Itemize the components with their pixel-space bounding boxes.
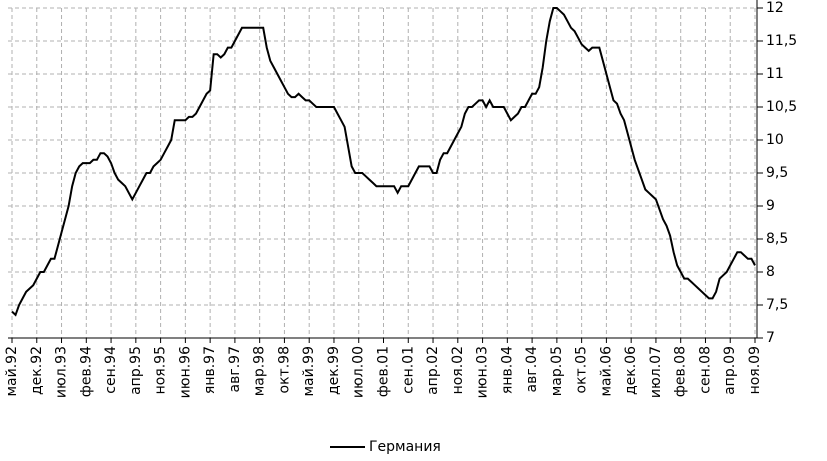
- x-tick-label: сен.08: [697, 346, 713, 394]
- x-tick-label: дек.92: [29, 346, 45, 395]
- x-tick-label: апр.95: [128, 346, 144, 395]
- x-tick-label: фев.94: [78, 346, 94, 397]
- y-tick-label: 10: [766, 132, 784, 148]
- y-tick-label: 8,5: [766, 231, 788, 247]
- legend-label: Германия: [369, 439, 441, 455]
- x-tick-label: сен.94: [103, 346, 119, 394]
- y-tick-label: 10,5: [766, 99, 797, 115]
- x-tick-label: окт.05: [574, 346, 590, 393]
- x-tick-label: дек.06: [623, 346, 639, 395]
- x-tick-label: май.92: [4, 346, 20, 397]
- x-tick-label: июн.96: [177, 346, 193, 398]
- x-tick-label: фев.08: [673, 346, 689, 397]
- x-tick-label: июл.93: [54, 346, 70, 398]
- y-tick-label: 8: [766, 264, 775, 280]
- x-tick-label: апр.02: [425, 346, 441, 395]
- x-tick-label: ноя.09: [747, 346, 763, 394]
- y-tick-label: 7,5: [766, 297, 788, 313]
- x-tick-label: мар.98: [252, 346, 268, 396]
- x-tick-label: сен.01: [400, 346, 416, 394]
- x-tick-label: янв.97: [202, 346, 218, 394]
- y-tick-label: 9: [766, 198, 775, 214]
- x-tick-label: мар.05: [549, 346, 565, 396]
- y-tick-label: 11: [766, 66, 784, 82]
- x-tick-label: июн.03: [475, 346, 491, 398]
- x-tick-label: авг.97: [227, 346, 243, 392]
- y-tick-label: 11,5: [766, 33, 797, 49]
- x-tick-label: ноя.02: [450, 346, 466, 394]
- line: [11, 7, 756, 317]
- x-tick-label: фев.01: [376, 346, 392, 397]
- x-tick-label: ноя.95: [153, 346, 169, 394]
- x-tick-label: апр.09: [722, 346, 738, 395]
- x-tick-label: дек.99: [326, 346, 342, 395]
- x-tick-label: май.99: [301, 346, 317, 397]
- x-tick-label: июл.07: [648, 346, 664, 398]
- x-tick-label: янв.04: [499, 346, 515, 394]
- y-tick-label: 9,5: [766, 165, 788, 181]
- y-tick-label: 12: [766, 0, 784, 16]
- x-tick-label: окт.98: [276, 346, 292, 393]
- y-tick-label: 7: [766, 330, 775, 346]
- x-tick-label: июл.00: [351, 346, 367, 398]
- x-tick-label: авг.04: [524, 346, 540, 393]
- x-tick-label: май.06: [598, 346, 614, 397]
